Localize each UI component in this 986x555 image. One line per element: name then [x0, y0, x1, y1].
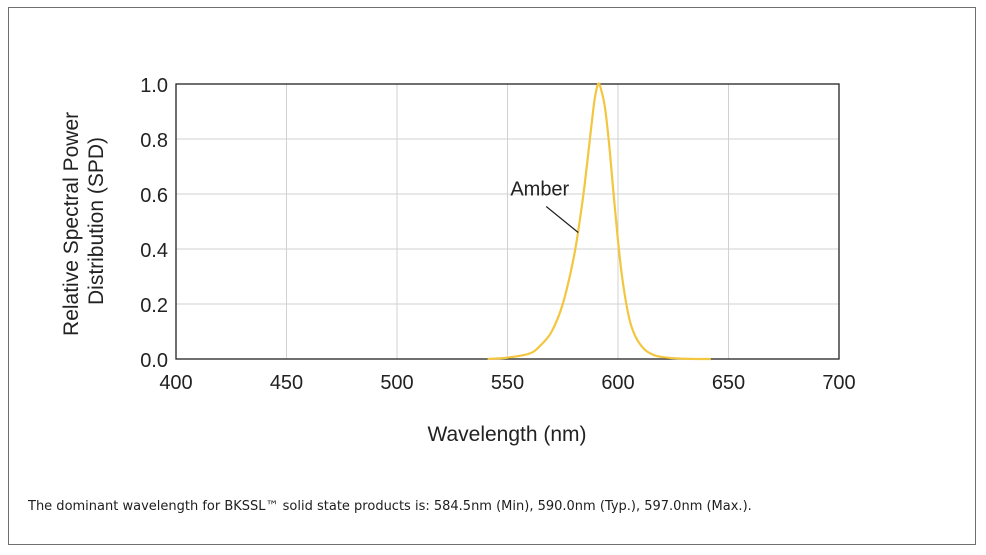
y-axis-label-line-2: Distribution (SPD)	[85, 137, 108, 305]
x-tick-label: 400	[159, 372, 192, 394]
x-tick-label: 700	[822, 372, 855, 394]
y-tick-labels: 0.0 0.2 0.4 0.6 0.8 1.0	[140, 75, 168, 372]
annotation-label: Amber	[510, 179, 569, 201]
chart-grid	[176, 84, 839, 359]
y-axis-label: Relative Spectral Power Distribution (SP…	[60, 106, 108, 336]
y-tick-label: 0.6	[140, 185, 168, 207]
y-tick-label: 1.0	[140, 75, 168, 97]
annotation-leader-line	[546, 207, 578, 233]
x-tick-label: 450	[270, 372, 303, 394]
x-axis-label: Wavelength (nm)	[427, 423, 586, 446]
annotations: Amber	[510, 179, 578, 233]
y-tick-label: 0.2	[140, 295, 168, 317]
y-tick-label: 0.8	[140, 130, 168, 152]
series-group	[488, 83, 711, 359]
x-tick-label: 550	[491, 372, 524, 394]
y-axis-label-line-1: Relative Spectral Power	[60, 112, 83, 336]
x-tick-label: 650	[712, 372, 745, 394]
x-tick-labels: 400 450 500 550 600 650 700	[159, 372, 855, 394]
x-tick-label: 500	[380, 372, 413, 394]
x-tick-label: 600	[601, 372, 634, 394]
series-line-amber	[488, 83, 711, 359]
dominant-wavelength-caption: The dominant wavelength for BKSSL™ solid…	[28, 499, 752, 514]
y-tick-label: 0.0	[140, 350, 168, 372]
y-tick-label: 0.4	[140, 240, 168, 262]
